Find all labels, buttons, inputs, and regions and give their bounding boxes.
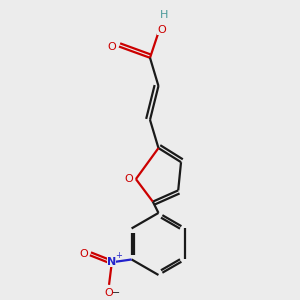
Text: H: H bbox=[160, 11, 168, 20]
Text: O: O bbox=[79, 249, 88, 259]
Text: O: O bbox=[125, 174, 134, 184]
Text: O: O bbox=[105, 288, 113, 298]
Text: −: − bbox=[112, 288, 120, 298]
Text: +: + bbox=[115, 251, 122, 260]
Text: N: N bbox=[107, 257, 116, 267]
Text: O: O bbox=[157, 25, 166, 34]
Text: O: O bbox=[108, 41, 117, 52]
